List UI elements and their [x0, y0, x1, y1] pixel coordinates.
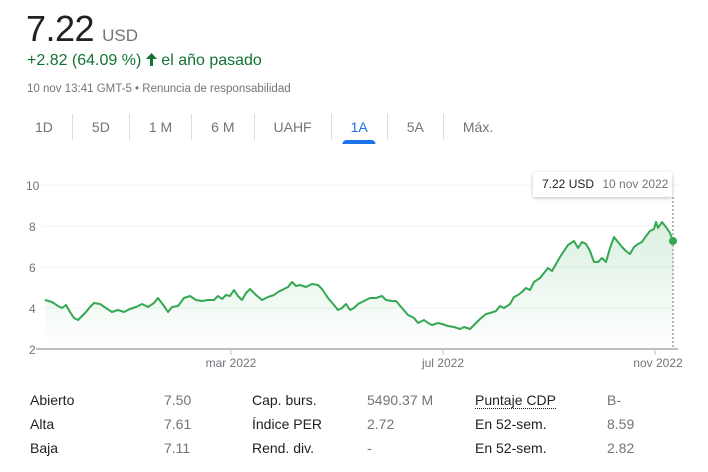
x-tick-jul-2022: jul 2022 [421, 356, 464, 370]
tooltip-date: 10 nov 2022 [602, 177, 669, 191]
chart-tooltip: 7.22 USD 10 nov 2022 [533, 172, 672, 197]
tab-1y[interactable]: 1A [332, 114, 388, 140]
stat-label-open: Abierto [30, 392, 75, 408]
disclaimer-link[interactable]: Renuncia de responsabilidad [142, 83, 291, 95]
tab-1m[interactable]: 1 M [130, 114, 193, 140]
stat-label-pe-ratio: Índice PER [252, 416, 323, 432]
stat-label-52wk-low: En 52-sem. [475, 440, 547, 456]
y-tick-2: 2 [29, 343, 36, 357]
stat-value-high: 7.61 [164, 416, 192, 432]
stat-label-high: Alta [30, 416, 55, 432]
price-change-row: +2.82 (64.09 %) el año pasado [27, 52, 262, 70]
key-stats-table: Abierto 7.50 Cap. burs. 5490.37 M Puntaj… [30, 392, 690, 464]
current-price: 7.22 [26, 8, 95, 49]
tab-6m[interactable]: 6 M [192, 114, 255, 140]
x-axis [36, 348, 678, 355]
current-point-marker [669, 237, 677, 245]
tab-max[interactable]: Máx. [462, 119, 494, 135]
stat-row: Baja 7.11 Rend. div. - En 52-sem. 2.82 [30, 440, 690, 464]
x-axis-labels: mar 2022 jul 2022 nov 2022 [206, 356, 683, 370]
tab-1d[interactable]: 1D [23, 114, 73, 140]
price-area [45, 222, 673, 349]
stat-label-div-yield: Rend. div. [252, 440, 314, 456]
stat-label-52wk-high: En 52-sem. [475, 416, 547, 432]
y-tick-10: 10 [26, 179, 40, 193]
stat-value-market-cap: 5490.37 M [367, 392, 434, 408]
price-row: 7.22 USD [26, 8, 138, 50]
stat-value-cdp-score: B- [607, 392, 621, 408]
separator: • [135, 83, 140, 95]
price-chart[interactable]: 10 8 6 4 2 mar 2022 jul 2022 nov 2022 [0, 170, 708, 380]
tab-5y[interactable]: 5A [388, 114, 444, 140]
y-axis-labels: 10 8 6 4 2 [26, 179, 40, 357]
stat-label-low: Baja [30, 440, 59, 456]
range-tabs: 1D 5D 1 M 6 M UAHF 1A 5A Máx. [23, 114, 512, 144]
stat-value-low: 7.11 [164, 440, 191, 456]
y-tick-8: 8 [29, 220, 36, 234]
stat-value-open: 7.50 [164, 392, 192, 408]
y-tick-4: 4 [29, 302, 36, 316]
timestamp: 10 nov 13:41 GMT-5 [27, 83, 132, 95]
stat-value-pe-ratio: 2.72 [367, 416, 395, 432]
meta-row: 10 nov 13:41 GMT-5 • Renuncia de respons… [27, 83, 291, 95]
arrow-up-icon [146, 52, 158, 70]
tab-5d[interactable]: 5D [73, 114, 130, 140]
currency-label: USD [102, 26, 138, 45]
change-period: el año pasado [161, 52, 262, 69]
tab-ytd[interactable]: UAHF [255, 114, 332, 140]
stat-value-52wk-high: 8.59 [607, 416, 635, 432]
price-line [44, 221, 674, 330]
x-tick-mar-2022: mar 2022 [206, 356, 257, 370]
stat-row: Alta 7.61 Índice PER 2.72 En 52-sem. 8.5… [30, 416, 690, 440]
y-tick-6: 6 [29, 261, 36, 275]
stat-label-cdp-score[interactable]: Puntaje CDP [475, 392, 556, 409]
price-change: +2.82 (64.09 %) [27, 52, 142, 69]
stat-value-div-yield: - [367, 440, 372, 456]
stat-label-market-cap: Cap. burs. [252, 392, 317, 408]
x-tick-nov-2022: nov 2022 [633, 356, 683, 370]
stat-row: Abierto 7.50 Cap. burs. 5490.37 M Puntaj… [30, 392, 690, 416]
stat-value-52wk-low: 2.82 [607, 440, 635, 456]
tooltip-price: 7.22 USD [542, 177, 595, 191]
